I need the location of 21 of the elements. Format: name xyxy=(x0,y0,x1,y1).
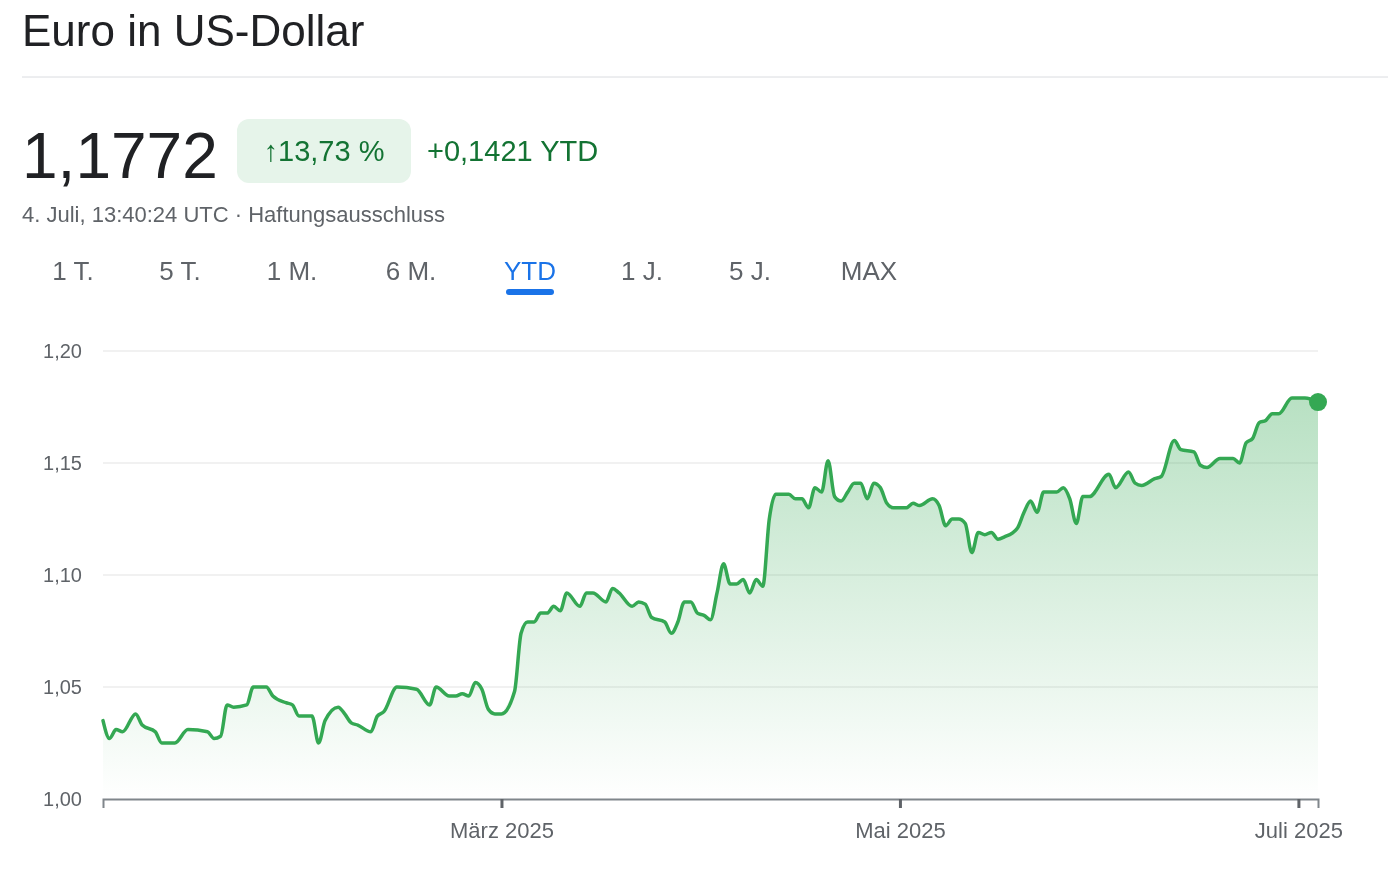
text: MAX xyxy=(840,256,898,286)
chart-subtitle: 4. Juli, 13:40:24 UTC · Haftungsausschluss xyxy=(22,202,446,227)
chart-title: Euro in US-Dollar xyxy=(22,6,365,55)
text: 1,1772 xyxy=(22,120,218,192)
text: ↑13,73 % xyxy=(263,135,385,167)
text: 6 M. xyxy=(385,256,437,286)
text: 1 J. xyxy=(621,256,663,286)
text: YTD xyxy=(504,256,556,286)
x-tick-label: Juli 2025 xyxy=(1254,817,1343,843)
text: 5 J. xyxy=(729,256,771,286)
text: 5 T. xyxy=(159,256,201,286)
y-tick-label: 1,20 xyxy=(43,339,82,362)
y-tick-label: 1,05 xyxy=(43,675,82,698)
x-tick-label: März 2025 xyxy=(449,817,554,843)
text: 1 T. xyxy=(52,256,94,286)
text: +0,1421 YTD xyxy=(427,135,599,167)
x-tick-label: Mai 2025 xyxy=(855,817,946,843)
text: 1 M. xyxy=(266,256,318,286)
y-tick-label: 1,15 xyxy=(43,451,82,474)
y-tick-label: 1,10 xyxy=(43,563,82,586)
y-tick-label: 1,00 xyxy=(43,787,82,810)
